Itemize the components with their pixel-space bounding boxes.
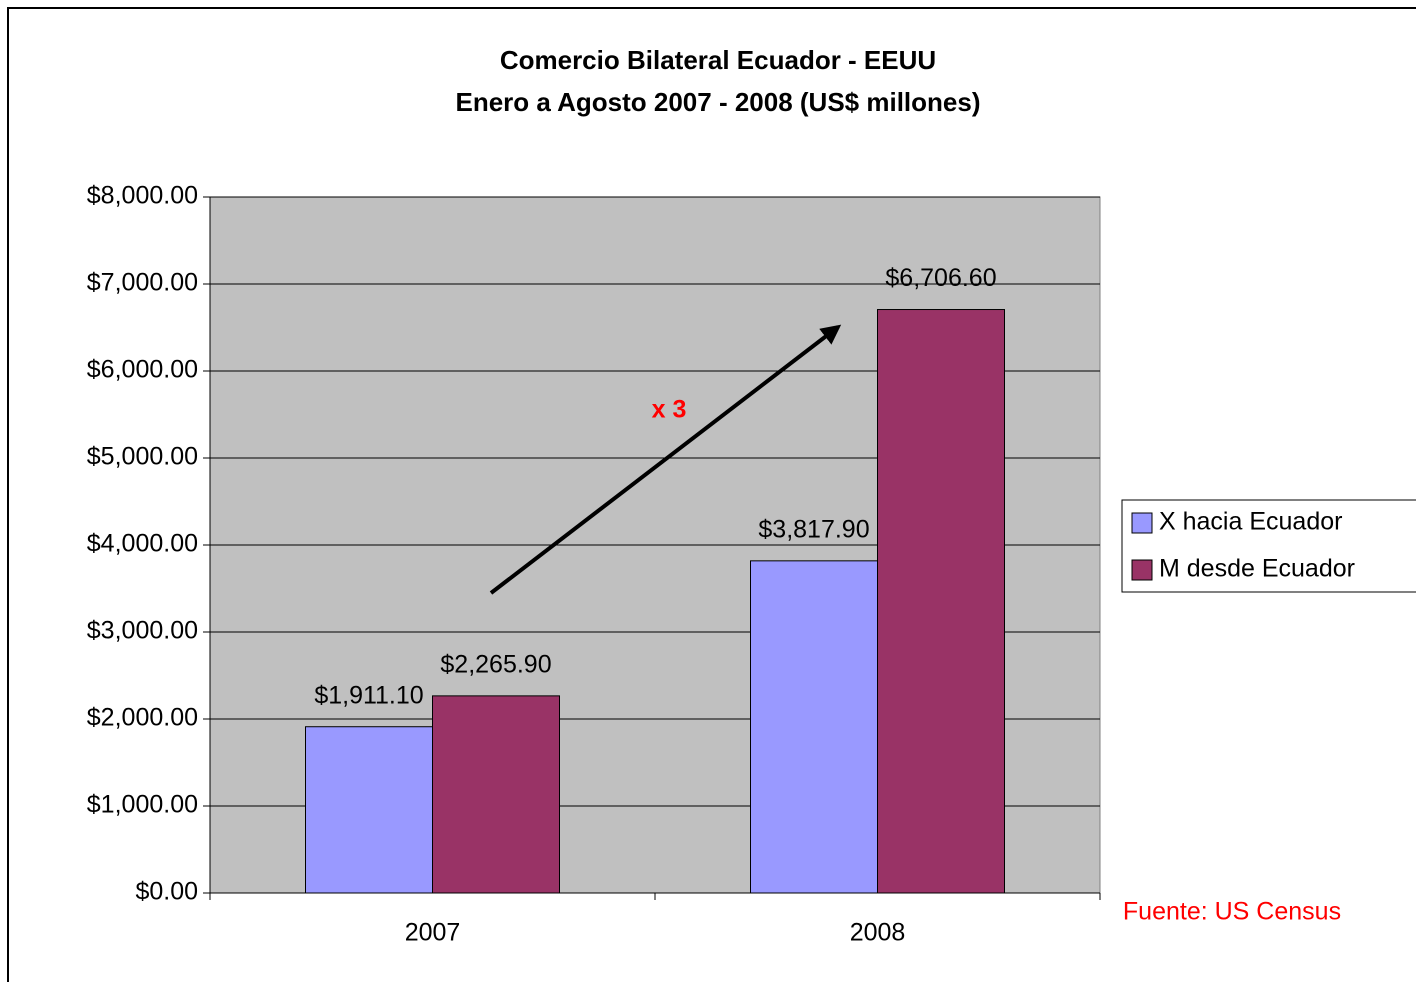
- legend-label: M desde Ecuador: [1159, 555, 1355, 583]
- y-tick-label: $8,000.00: [87, 182, 198, 210]
- x-tick-label: 2007: [405, 919, 461, 947]
- value-label: $2,265.90: [440, 650, 551, 678]
- value-label: $1,911.10: [314, 681, 423, 709]
- y-tick-label: $1,000.00: [87, 791, 198, 819]
- legend-box: [1121, 499, 1416, 593]
- bar: [877, 309, 1005, 894]
- value-label: $6,706.60: [885, 264, 996, 292]
- x-tick-label: 2008: [850, 919, 906, 947]
- chart-title: Comercio Bilateral Ecuador - EEUU: [500, 45, 936, 75]
- legend-swatch: [1131, 559, 1153, 581]
- bar: [750, 560, 878, 894]
- y-tick-label: $3,000.00: [87, 617, 198, 645]
- bar: [432, 695, 560, 894]
- y-tick-label: $6,000.00: [87, 356, 198, 384]
- y-tick-label: $0.00: [135, 878, 198, 906]
- chart-subtitle: Enero a Agosto 2007 - 2008 (US$ millones…: [456, 87, 981, 117]
- legend-label: X hacia Ecuador: [1159, 508, 1342, 536]
- y-tick-label: $2,000.00: [87, 704, 198, 732]
- bar: [305, 726, 433, 894]
- value-label: $3,817.90: [758, 515, 869, 543]
- source-note: Fuente: US Census: [1123, 898, 1341, 926]
- legend-swatch: [1131, 512, 1153, 534]
- y-tick-label: $5,000.00: [87, 443, 198, 471]
- y-tick-label: $4,000.00: [87, 530, 198, 558]
- annotation: x 3: [652, 396, 687, 424]
- y-tick-label: $7,000.00: [87, 269, 198, 297]
